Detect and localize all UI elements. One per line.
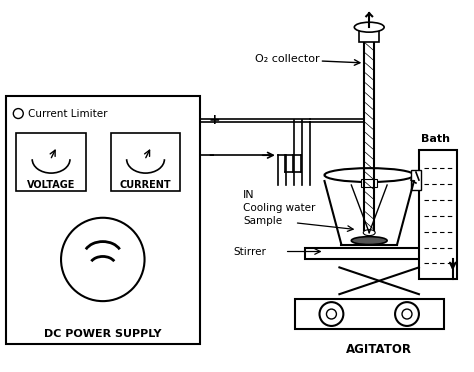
Text: Stirrer: Stirrer (233, 247, 266, 257)
Text: Cooling water: Cooling water (243, 203, 315, 213)
Bar (16, 134, 86, 191)
Circle shape (402, 309, 412, 319)
Text: IN: IN (243, 190, 255, 200)
Circle shape (319, 302, 343, 326)
Text: Current Limiter: Current Limiter (28, 109, 108, 119)
Ellipse shape (351, 237, 387, 244)
Circle shape (61, 218, 145, 301)
Circle shape (395, 302, 419, 326)
Bar (295, 299, 444, 329)
Ellipse shape (325, 168, 414, 182)
Bar (6, 96, 200, 344)
Text: Sample: Sample (243, 216, 282, 226)
Text: AGITATOR: AGITATOR (346, 343, 412, 356)
Text: CURRENT: CURRENT (120, 180, 172, 190)
Ellipse shape (354, 22, 384, 32)
Bar (419, 150, 457, 279)
Bar (411, 170, 421, 190)
Circle shape (327, 309, 337, 319)
Ellipse shape (363, 230, 375, 235)
Bar (359, 27, 379, 42)
Text: +: + (208, 113, 220, 128)
Text: DC POWER SUPPLY: DC POWER SUPPLY (44, 329, 162, 339)
Circle shape (13, 109, 23, 119)
Text: -: - (208, 148, 214, 162)
Text: VOLTAGE: VOLTAGE (27, 180, 75, 190)
Text: Bath: Bath (421, 134, 450, 144)
Bar (361, 179, 377, 187)
Bar (111, 134, 180, 191)
Bar (305, 247, 434, 259)
Text: O₂ collector: O₂ collector (255, 54, 319, 64)
